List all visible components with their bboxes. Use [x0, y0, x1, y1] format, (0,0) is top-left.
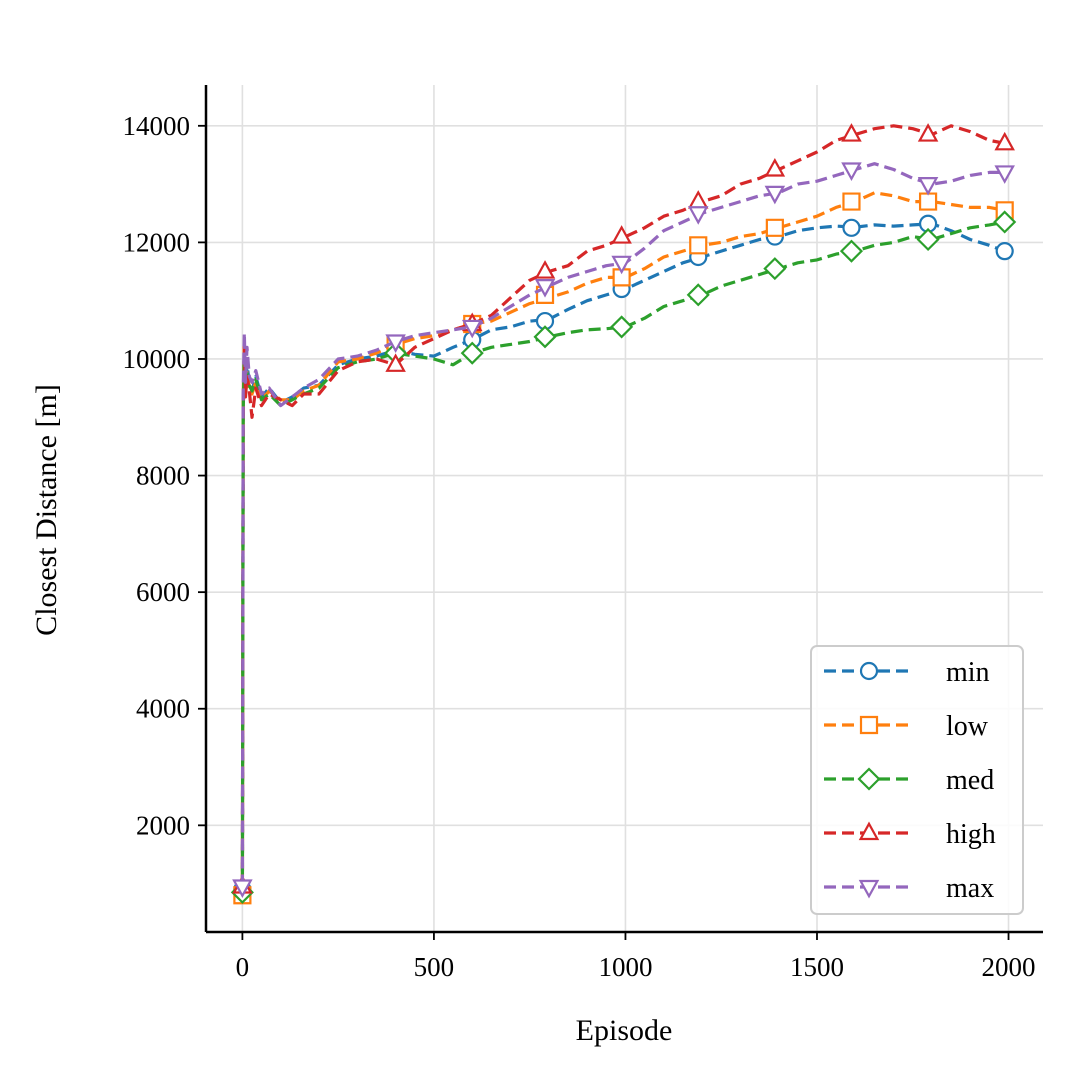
data-point-max — [917, 176, 939, 196]
data-point-med — [916, 227, 940, 252]
y-tick-label: 10000 — [123, 344, 191, 374]
y-tick-label: 4000 — [136, 694, 190, 724]
data-point-max — [687, 206, 709, 225]
legend-label-min: min — [946, 657, 990, 688]
data-point-med — [533, 325, 557, 349]
data-point-low — [765, 218, 784, 237]
data-point-low — [689, 236, 708, 255]
legend-item-min: min — [824, 657, 990, 688]
y-tick-label: 14000 — [123, 111, 191, 141]
data-point-min — [842, 218, 861, 237]
series-med — [230, 210, 1017, 904]
data-point-max — [994, 165, 1015, 184]
data-point-max — [385, 334, 406, 353]
data-point-max — [232, 879, 253, 899]
data-point-high — [841, 123, 862, 142]
y-tick-label: 6000 — [136, 577, 190, 607]
data-point-high — [917, 123, 939, 142]
data-point-med — [839, 239, 864, 263]
y-tick-label: 12000 — [123, 227, 191, 257]
data-point-high — [534, 260, 556, 279]
grid — [206, 85, 1043, 932]
y-tick-label: 8000 — [136, 461, 190, 491]
data-point-min — [995, 242, 1014, 261]
legend-label-max: max — [946, 873, 994, 904]
data-point-low — [995, 201, 1014, 220]
legend-item-med: med — [824, 765, 994, 796]
legend-label-med: med — [946, 765, 994, 796]
tick-labels: 0 500 1000 1500 2000 2000 4000 6000 8000 10000 120… — [123, 111, 1036, 982]
legend-label-high: high — [946, 819, 996, 850]
legend-item-high: high — [824, 819, 996, 850]
legend-item-low: low — [824, 711, 989, 742]
data-point-med — [686, 283, 710, 307]
x-tick-label: 1000 — [598, 952, 652, 982]
y-tick-label: 2000 — [136, 810, 190, 840]
legend-frame — [810, 645, 1024, 915]
data-point-max — [461, 319, 483, 339]
data-point-med — [763, 257, 787, 281]
x-tick-label: 1500 — [790, 952, 844, 982]
y-axis-label: Closest Distance [m] — [30, 384, 63, 636]
legend-marker-min — [859, 661, 879, 681]
data-point-med — [993, 210, 1017, 234]
series-max — [232, 162, 1015, 899]
x-tick-label: 0 — [236, 952, 250, 982]
axes — [204, 85, 1043, 934]
data-point-high — [385, 353, 406, 372]
data-point-max — [534, 279, 556, 298]
data-series — [230, 123, 1017, 905]
legend-marker-low — [859, 715, 879, 735]
x-axis-label: Episode — [576, 1014, 673, 1047]
legend-label-low: low — [946, 711, 989, 742]
legend: min low med high max — [810, 645, 1024, 915]
data-point-high — [764, 158, 786, 177]
data-point-med — [610, 315, 634, 339]
data-point-low — [918, 192, 938, 211]
legend-marker-med — [857, 767, 881, 791]
data-point-high — [611, 225, 632, 244]
x-tick-label: 500 — [414, 952, 455, 982]
data-point-max — [611, 255, 632, 275]
x-tick-label: 2000 — [982, 952, 1036, 982]
data-point-max — [841, 162, 862, 181]
data-point-med — [460, 341, 484, 365]
data-point-max — [764, 185, 786, 205]
legend-marker-high — [858, 821, 880, 841]
legend-item-max: max — [824, 873, 994, 904]
data-point-low — [842, 192, 861, 211]
data-point-high — [994, 131, 1015, 151]
legend-marker-max — [858, 879, 880, 899]
